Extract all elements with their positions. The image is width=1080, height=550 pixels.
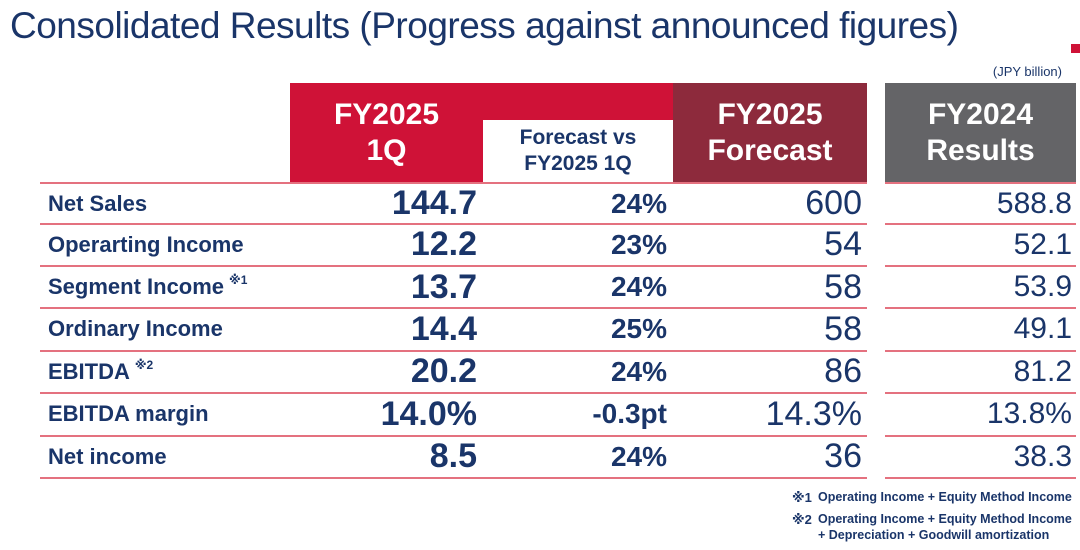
cell-fy2024-results: 53.9 <box>885 267 1076 310</box>
column-gap <box>867 267 885 309</box>
column-gap <box>867 437 885 479</box>
header-line: Results <box>926 133 1035 167</box>
header-line: Forecast vs <box>519 125 637 149</box>
row-label: Segment Income ※1 <box>40 267 290 310</box>
cell-fy2024-results: 588.8 <box>885 182 1076 225</box>
cell-fy2025-forecast: 54 <box>673 224 867 267</box>
footnotes: ※1 Operating Income + Equity Method Inco… <box>792 490 1076 549</box>
cell-fy2024-results: 49.1 <box>885 309 1076 352</box>
cell-fy2024-results: 38.3 <box>885 437 1076 479</box>
cell-fy2024-results: 52.1 <box>885 224 1076 267</box>
cell-fy2025-1q: 14.4 <box>290 309 483 352</box>
footnote-text: Operating Income + Equity Method Income … <box>818 512 1072 542</box>
cell-fy2025-forecast: 600 <box>673 182 867 225</box>
row-label: Net Sales <box>40 182 290 225</box>
header-fy2024-results-label: FY2024 Results <box>885 83 1076 182</box>
cell-fy2025-1q: 14.0% <box>290 394 483 437</box>
header-line: FY2025 1Q <box>524 152 632 175</box>
header-fy2024-results: FY2024 Results <box>885 83 1076 182</box>
cell-forecast-vs: 24% <box>483 267 673 310</box>
row-label: Ordinary Income <box>40 309 290 352</box>
cell-fy2025-1q: 8.5 <box>290 437 483 479</box>
column-gap <box>867 309 885 351</box>
footnote-1: ※1 Operating Income + Equity Method Inco… <box>792 490 1076 506</box>
results-table: Net Sales 144.7 24% 600 588.8 Operarting… <box>40 182 1076 479</box>
cell-forecast-vs: 25% <box>483 309 673 352</box>
header-fy2025-1q-label: FY2025 1Q <box>290 83 483 182</box>
table-row: Segment Income ※1 13.7 24% 58 53.9 <box>40 267 1076 310</box>
header-line: Forecast <box>707 133 833 167</box>
unit-note: (JPY billion) <box>992 64 1062 79</box>
cell-forecast-vs: 24% <box>483 352 673 395</box>
table-row: Ordinary Income 14.4 25% 58 49.1 <box>40 309 1076 352</box>
column-gap <box>867 182 885 225</box>
header-fy2025-forecast-label: FY2025 Forecast <box>673 83 867 182</box>
column-gap <box>867 394 885 436</box>
cell-fy2025-forecast: 86 <box>673 352 867 395</box>
cell-forecast-vs: 23% <box>483 224 673 267</box>
header-line: FY2024 <box>927 97 1034 131</box>
slide-edge-accent <box>1071 44 1080 53</box>
cell-fy2025-1q: 13.7 <box>290 267 483 310</box>
header-line: 1Q <box>366 133 407 167</box>
header-forecast-vs-1q: Forecast vs FY2025 1Q <box>483 120 673 182</box>
cell-forecast-vs: 24% <box>483 437 673 479</box>
table-row: Net income 8.5 24% 36 38.3 <box>40 437 1076 479</box>
cell-fy2025-forecast: 14.3% <box>673 394 867 437</box>
cell-fy2025-1q: 12.2 <box>290 224 483 267</box>
table-row: Net Sales 144.7 24% 600 588.8 <box>40 182 1076 225</box>
header-fy2025-forecast: FY2025 Forecast <box>673 83 867 182</box>
cell-fy2025-forecast: 58 <box>673 309 867 352</box>
row-label: Operarting Income <box>40 224 290 267</box>
row-label: Net income <box>40 437 290 479</box>
row-label: EBITDA ※2 <box>40 352 290 395</box>
cell-fy2024-results: 81.2 <box>885 352 1076 395</box>
footnote-mark: ※1 <box>792 490 812 505</box>
header-line: FY2025 <box>717 97 823 131</box>
cell-fy2025-forecast: 58 <box>673 267 867 310</box>
footnote-mark: ※2 <box>792 512 812 527</box>
page-title: Consolidated Results (Progress against a… <box>10 5 959 46</box>
footnote-text: Operating Income + Equity Method Income <box>818 490 1072 504</box>
cell-fy2024-results: 13.8% <box>885 394 1076 437</box>
row-label: EBITDA margin <box>40 394 290 437</box>
column-gap <box>867 224 885 266</box>
column-gap <box>867 352 885 394</box>
cell-fy2025-1q: 20.2 <box>290 352 483 395</box>
footnote-2: ※2 Operating Income + Equity Method Inco… <box>792 512 1076 543</box>
cell-forecast-vs: 24% <box>483 182 673 225</box>
table-row: EBITDA margin 14.0% -0.3pt 14.3% 13.8% <box>40 394 1076 437</box>
cell-forecast-vs: -0.3pt <box>483 394 673 437</box>
cell-fy2025-1q: 144.7 <box>290 182 483 225</box>
header-line: FY2025 <box>333 97 440 131</box>
table-row: EBITDA ※2 20.2 24% 86 81.2 <box>40 352 1076 395</box>
table-row: Operarting Income 12.2 23% 54 52.1 <box>40 224 1076 267</box>
cell-fy2025-forecast: 36 <box>673 437 867 479</box>
